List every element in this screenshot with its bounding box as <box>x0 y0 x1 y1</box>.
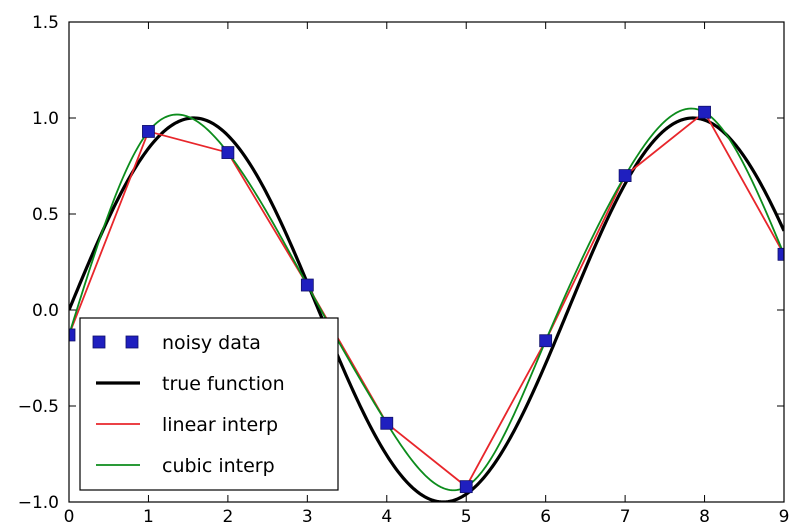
legend-label-linear-interp: linear interp <box>162 414 278 436</box>
axes: 0 1 2 3 4 5 6 7 8 9 1.5 1.0 0.5 0.0 −0.5 −1.0 <box>18 13 790 526</box>
legend-marker-noisy-data <box>92 335 106 349</box>
x-tick-label: 0 <box>64 507 75 526</box>
data-point-marker <box>69 328 76 342</box>
data-point-marker <box>618 169 632 183</box>
y-tick-label: 0.0 <box>32 301 59 321</box>
x-tick-label: 6 <box>540 507 551 526</box>
x-tick-label: 2 <box>222 507 233 526</box>
data-point-marker <box>539 334 553 348</box>
legend-frame <box>79 317 339 491</box>
series-line-cubic-interp <box>69 107 784 492</box>
x-tick-label: 7 <box>620 507 631 526</box>
data-point-marker <box>300 278 314 292</box>
data-point-marker <box>698 105 711 119</box>
x-tick-label: 3 <box>302 507 313 526</box>
series-line-true-function <box>69 116 784 502</box>
x-tick-label: 1 <box>143 507 154 526</box>
y-tick-label: −1.0 <box>18 493 59 513</box>
legend-marker-noisy-data <box>125 335 139 349</box>
y-tick-label: 0.5 <box>32 205 59 225</box>
legend-label-cubic-interp: cubic interp <box>162 455 275 477</box>
legend-label-true-function: true function <box>162 373 285 395</box>
x-tick-label: 9 <box>779 507 790 526</box>
y-tick-label: 1.0 <box>32 109 59 129</box>
x-tick-label: 8 <box>699 507 710 526</box>
plot-area <box>69 105 784 502</box>
data-point-marker <box>380 416 394 430</box>
legend-label-noisy-data: noisy data <box>162 332 261 354</box>
axes-frame <box>68 21 785 503</box>
y-tick-label: 1.5 <box>32 13 59 33</box>
data-point-marker <box>459 480 473 494</box>
y-tick-label: −0.5 <box>18 397 59 417</box>
data-point-marker <box>777 247 784 261</box>
data-point-marker <box>221 146 235 159</box>
legend: noisy data true function linear interp cubi… <box>79 317 339 491</box>
x-tick-label: 4 <box>381 507 392 526</box>
data-point-marker <box>142 125 155 138</box>
x-tick-label: 5 <box>461 507 472 526</box>
series-line-linear-interp <box>69 111 784 488</box>
